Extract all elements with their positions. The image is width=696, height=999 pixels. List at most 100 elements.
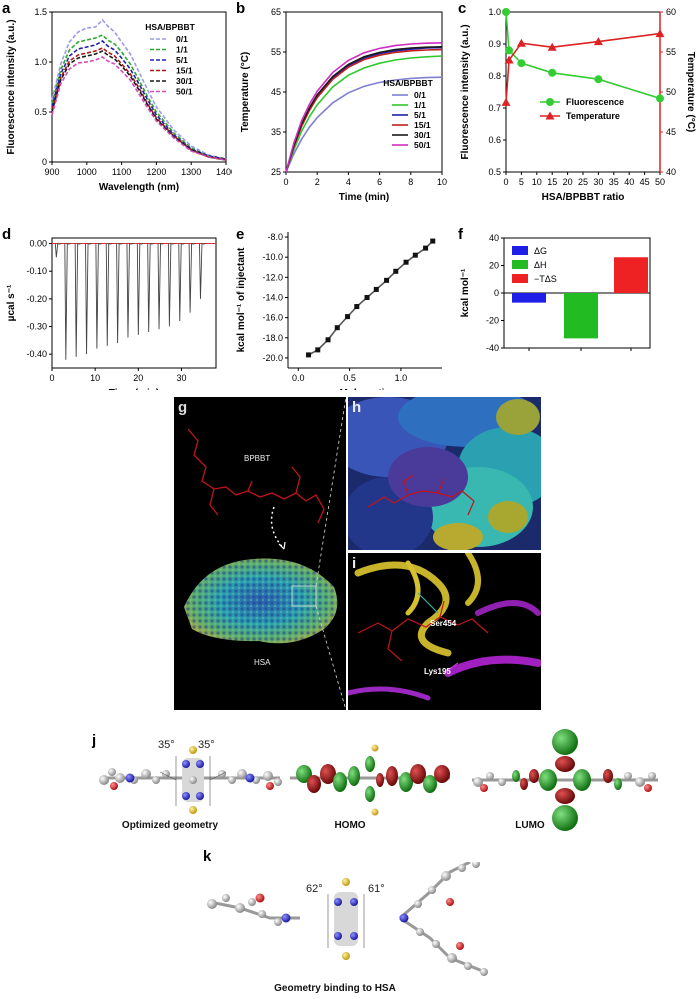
legend-label: 50/1	[414, 140, 431, 150]
data-point	[364, 294, 370, 300]
legend-label: 5/1	[176, 55, 188, 65]
panel-label-d: d	[2, 226, 12, 243]
data-point	[412, 252, 418, 258]
legend-marker	[545, 111, 555, 120]
injection-peak	[147, 242, 154, 333]
panel-j-molecule-renderings: 35° 35°	[99, 729, 658, 831]
legend-marker	[546, 98, 554, 106]
x-tick-label: 1300	[181, 167, 201, 177]
legend-label: Fluorescence	[566, 97, 624, 107]
y-tick-label: -8.0	[267, 232, 283, 242]
panel-i-ribbon-view: i Ser454 Lys195	[348, 553, 541, 710]
y-axis-label: Fluorescence intensity (a.u.)	[460, 24, 471, 159]
plot-frame	[51, 237, 217, 369]
panel-label-a: a	[2, 0, 11, 17]
panel-label-i: i	[352, 555, 357, 572]
bar-1	[564, 293, 598, 339]
legend-swatch	[512, 274, 528, 283]
y2-tick-label: 40	[666, 167, 676, 177]
y-tick-label: 0.7	[488, 103, 501, 113]
injection-peak	[54, 242, 62, 258]
x-axis-label: Wavelength (nm)	[99, 182, 179, 193]
homo-orbital-molecule	[290, 744, 450, 816]
series-line-30-1	[51, 50, 227, 161]
y-tick-label: -0.30	[26, 322, 47, 332]
y-axis-label: µcal s⁻¹	[6, 284, 17, 321]
panel-h-binding-surface: h	[348, 397, 541, 550]
panel-k-bound-geometry: 62° 61°	[207, 862, 488, 976]
panel-label-j: j	[92, 732, 97, 749]
residue-lys195: Lys195	[424, 667, 451, 676]
x-tick-label: 0.0	[292, 373, 305, 383]
x-tick-label: 1000	[77, 167, 97, 177]
legend-label: 30/1	[414, 130, 431, 140]
x-tick-label: 10	[90, 373, 100, 383]
x-tick-label: 15	[547, 177, 557, 187]
series-line-0-1	[285, 76, 443, 173]
chart-f-thermodynamics-bars: -40 -20 0 20 40 kcal mol⁻¹ ΔG ΔH −TΔS	[460, 233, 651, 353]
y-tick-label: -0.10	[26, 266, 47, 276]
x-tick-label: 0	[503, 177, 508, 187]
fluorescence-point	[656, 94, 664, 103]
series-line-1-1	[51, 34, 227, 160]
x-tick-label: 6	[377, 177, 382, 187]
y-tick-label: 40	[489, 233, 499, 243]
series-line-30-1	[285, 46, 443, 173]
y-tick-label: 45	[271, 87, 281, 97]
legend-label: Temperature	[566, 111, 620, 121]
series-line-5-1	[51, 40, 227, 160]
y-tick-label: 0.6	[488, 135, 501, 145]
fluorescence-point	[594, 75, 603, 84]
y-tick-label: -16.0	[262, 313, 283, 323]
y2-axis-label: Temperature (°C)	[685, 52, 696, 133]
y-tick-label: -20	[486, 316, 499, 326]
x-tick-label: 10	[532, 177, 542, 187]
x-tick-label: 35	[609, 177, 619, 187]
x-tick-label: 1200	[146, 167, 166, 177]
data-point	[384, 277, 390, 283]
panel-label-g: g	[178, 399, 188, 416]
x-tick-label: 20	[563, 177, 573, 187]
ligand-sticks	[357, 600, 489, 662]
series-line-15-1	[285, 48, 443, 173]
y-tick-label: -0.40	[26, 349, 47, 359]
legend-label: 0/1	[414, 90, 426, 100]
panel-label-f: f	[458, 226, 463, 243]
panel-g-docking-image: g BPBBT HSA	[174, 397, 346, 710]
x-tick-label: 30	[593, 177, 603, 187]
surface-illustration	[348, 397, 541, 550]
y-tick-label: 1.0	[34, 57, 47, 67]
angle-right-j: 35°	[198, 739, 215, 751]
x-axis-label: HSA/BPBBT ratio	[542, 192, 625, 203]
injection-peak	[85, 242, 92, 355]
temperature-point	[504, 55, 514, 64]
lumo-orbital-molecule	[472, 729, 658, 831]
chart-e-binding-isotherm: 0.0 0.5 1.0 -20.0 -18.0 -16.0 -14.0 -12.0 -10.0 -…	[236, 232, 442, 390]
injection-peak	[64, 242, 72, 360]
injection-peak	[199, 242, 206, 299]
y-tick-label: -12.0	[262, 272, 283, 282]
fluorescence-point	[548, 68, 557, 77]
legend-label: ΔG	[534, 246, 547, 256]
caption-lumo: LUMO	[515, 820, 545, 831]
temperature-point	[547, 42, 557, 51]
panel-label-h: h	[352, 399, 362, 416]
chart-c-ratio-dual-axis: 0 5 10 15 20 25 30 35 40 45 50 0.5 0.6 0.7 0.8 0.9 1.0 HS…	[460, 7, 696, 203]
y-tick-label: -18.0	[262, 333, 283, 343]
x-tick-label: 25	[578, 177, 588, 187]
x-axis-label: Time (min)	[339, 192, 389, 203]
ligand-in-pocket	[367, 474, 475, 516]
chart-d-itc-thermogram: 0 10 20 30 0.00 -0.10 -0.20 -0.30 -0.40 Time (min…	[6, 237, 217, 390]
y-tick-label: -40	[486, 343, 499, 353]
angle-left-j: 35°	[158, 739, 175, 751]
fluorescence-point	[505, 46, 514, 55]
caption-optimized-geometry: Optimized geometry	[121, 820, 219, 831]
injection-peak	[188, 242, 196, 313]
injection-peak	[157, 242, 165, 330]
y2-tick-label: 55	[666, 47, 676, 57]
fluorescence-point	[502, 8, 510, 16]
legend-swatch	[512, 246, 528, 255]
x-tick-label: 20	[133, 373, 143, 383]
injection-peak	[136, 242, 144, 335]
